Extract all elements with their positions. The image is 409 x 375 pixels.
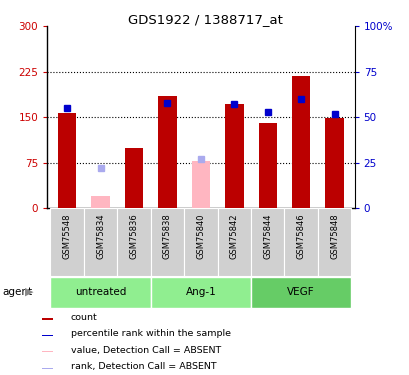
Text: Ang-1: Ang-1: [185, 287, 216, 297]
Bar: [151, 208, 184, 276]
Bar: [184, 208, 217, 276]
Text: GSM75548: GSM75548: [63, 213, 72, 259]
Bar: [84, 208, 117, 276]
Bar: [291, 76, 310, 208]
Bar: [42, 368, 52, 369]
Bar: [125, 147, 143, 208]
Bar: [250, 278, 351, 308]
Bar: [58, 113, 76, 208]
Bar: [191, 161, 209, 208]
Text: GSM75836: GSM75836: [129, 213, 138, 259]
Text: GDS1922 / 1388717_at: GDS1922 / 1388717_at: [127, 13, 282, 26]
Text: GSM75848: GSM75848: [329, 213, 338, 259]
Bar: [50, 208, 84, 276]
Bar: [217, 208, 250, 276]
Bar: [317, 208, 351, 276]
Text: percentile rank within the sample: percentile rank within the sample: [70, 330, 230, 339]
Text: GSM75840: GSM75840: [196, 213, 205, 259]
Text: VEGF: VEGF: [287, 287, 314, 297]
Bar: [42, 318, 52, 320]
Text: count: count: [70, 313, 97, 322]
Bar: [225, 104, 243, 208]
Text: agent: agent: [2, 287, 32, 297]
Text: GSM75844: GSM75844: [263, 213, 272, 259]
Bar: [117, 208, 151, 276]
Text: GSM75838: GSM75838: [163, 213, 171, 259]
Bar: [91, 196, 110, 208]
Text: value, Detection Call = ABSENT: value, Detection Call = ABSENT: [70, 346, 220, 355]
Text: GSM75842: GSM75842: [229, 213, 238, 259]
Text: rank, Detection Call = ABSENT: rank, Detection Call = ABSENT: [70, 362, 216, 371]
Text: GSM75834: GSM75834: [96, 213, 105, 259]
Bar: [158, 96, 176, 208]
Bar: [284, 208, 317, 276]
Bar: [50, 278, 151, 308]
Text: untreated: untreated: [75, 287, 126, 297]
Text: ▶: ▶: [25, 287, 34, 297]
Bar: [42, 351, 52, 352]
Bar: [250, 208, 284, 276]
Bar: [258, 123, 276, 208]
Bar: [42, 335, 52, 336]
Bar: [151, 278, 250, 308]
Text: GSM75846: GSM75846: [296, 213, 305, 259]
Bar: [325, 118, 343, 208]
